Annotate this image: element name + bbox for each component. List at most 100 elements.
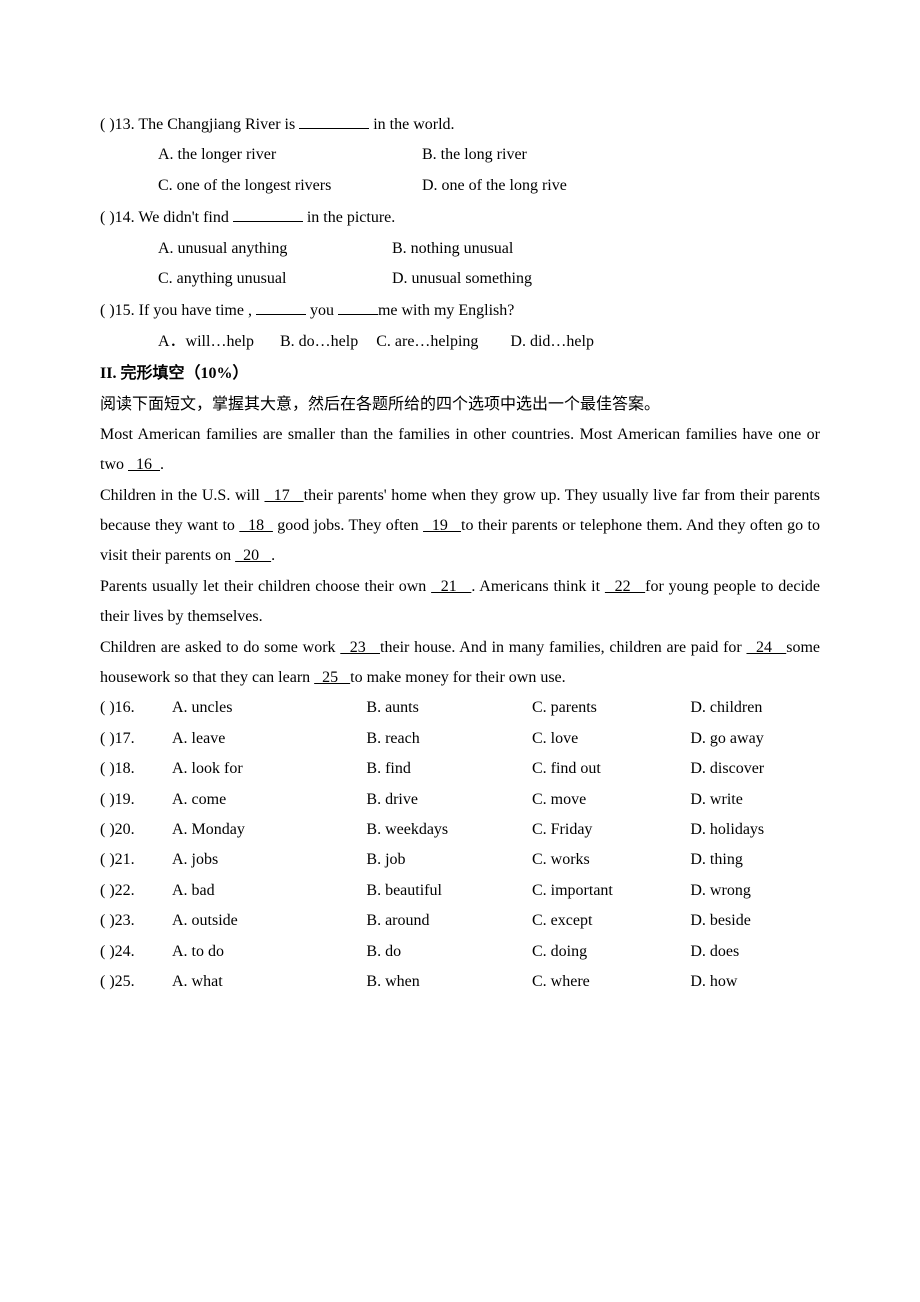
cloze-paragraph-2: Children in the U.S. will 17 their paren… <box>100 481 820 572</box>
q14-stem-prefix: ( )14. We didn't find <box>100 209 233 226</box>
q15-opt-b: B. do…help <box>280 327 358 357</box>
q14-opt-a: A. unusual anything <box>158 234 388 264</box>
q13-stem-suffix: in the world. <box>369 116 454 133</box>
q15-stem-prefix: ( )15. If you have time , <box>100 302 256 319</box>
cloze-opt-a: A. come <box>172 785 366 815</box>
cloze-opt-d: D. go away <box>690 724 820 754</box>
cloze-paragraph-3: Parents usually let their children choos… <box>100 572 820 633</box>
blank <box>233 205 303 222</box>
cloze-opt-d: D. thing <box>690 845 820 875</box>
cloze-opt-c: C. important <box>532 876 690 906</box>
blank-20: 20 <box>235 547 271 564</box>
q13-stem-prefix: ( )13. The Changjiang River is <box>100 116 299 133</box>
p4d: to make money for their own use. <box>350 669 566 686</box>
cloze-opt-a: A. leave <box>172 724 366 754</box>
table-row: ( )19. A. come B. drive C. move D. write <box>100 785 820 815</box>
cloze-opt-c: C. Friday <box>532 815 690 845</box>
q14-opt-b: B. nothing unusual <box>392 234 513 264</box>
cloze-num: ( )18. <box>100 754 172 784</box>
cloze-opt-b: B. around <box>366 906 532 936</box>
question-14-options-row2: C. anything unusual D. unusual something <box>100 264 820 294</box>
question-13: ( )13. The Changjiang River is in the wo… <box>100 110 820 201</box>
cloze-opt-b: B. do <box>366 937 532 967</box>
blank <box>299 112 369 129</box>
question-13-stem: ( )13. The Changjiang River is in the wo… <box>100 110 820 140</box>
cloze-opt-c: C. find out <box>532 754 690 784</box>
cloze-opt-c: C. where <box>532 967 690 997</box>
cloze-opt-b: B. aunts <box>366 693 532 723</box>
q13-opt-c: C. one of the longest rivers <box>158 171 418 201</box>
q15-stem-suffix: me with my English? <box>378 302 514 319</box>
q15-opt-a: A．will…help <box>158 327 254 357</box>
blank-18: 18 <box>239 517 273 534</box>
cloze-opt-d: D. does <box>690 937 820 967</box>
cloze-opt-c: C. parents <box>532 693 690 723</box>
cloze-opt-b: B. job <box>366 845 532 875</box>
cloze-opt-a: A. bad <box>172 876 366 906</box>
p2e: . <box>271 547 275 564</box>
table-row: ( )21. A. jobs B. job C. works D. thing <box>100 845 820 875</box>
blank-25: 25 <box>314 669 350 686</box>
table-row: ( )16. A. uncles B. aunts C. parents D. … <box>100 693 820 723</box>
cloze-num: ( )25. <box>100 967 172 997</box>
question-15-options: A．will…help B. do…help C. are…helping D.… <box>100 327 820 357</box>
table-row: ( )23. A. outside B. around C. except D.… <box>100 906 820 936</box>
cloze-opt-d: D. write <box>690 785 820 815</box>
q13-opt-d: D. one of the long rive <box>422 171 567 201</box>
blank <box>338 298 378 315</box>
q14-stem-suffix: in the picture. <box>303 209 395 226</box>
question-14-options-row1: A. unusual anything B. nothing unusual <box>100 234 820 264</box>
p2a: Children in the U.S. will <box>100 487 264 504</box>
cloze-opt-a: A. to do <box>172 937 366 967</box>
p3b: . Americans think it <box>471 578 605 595</box>
blank-17: 17 <box>264 487 303 504</box>
q15-stem-mid: you <box>306 302 338 319</box>
cloze-opt-b: B. reach <box>366 724 532 754</box>
q15-opt-c: C. are…helping <box>376 327 478 357</box>
table-row: ( )20. A. Monday B. weekdays C. Friday D… <box>100 815 820 845</box>
p1b: . <box>160 456 164 473</box>
question-15: ( )15. If you have time , you me with my… <box>100 296 820 357</box>
cloze-opt-a: A. what <box>172 967 366 997</box>
cloze-paragraph-4: Children are asked to do some work 23 th… <box>100 633 820 694</box>
cloze-opt-a: A. uncles <box>172 693 366 723</box>
cloze-opt-c: C. works <box>532 845 690 875</box>
table-row: ( )18. A. look for B. find C. find out D… <box>100 754 820 784</box>
cloze-num: ( )17. <box>100 724 172 754</box>
blank-22: 22 <box>605 578 645 595</box>
cloze-opt-d: D. holidays <box>690 815 820 845</box>
cloze-opt-d: D. beside <box>690 906 820 936</box>
cloze-opt-d: D. discover <box>690 754 820 784</box>
cloze-options-table: ( )16. A. uncles B. aunts C. parents D. … <box>100 693 820 997</box>
document-page: ( )13. The Changjiang River is in the wo… <box>0 0 920 1077</box>
cloze-opt-d: D. wrong <box>690 876 820 906</box>
cloze-num: ( )24. <box>100 937 172 967</box>
q14-opt-c: C. anything unusual <box>158 264 388 294</box>
cloze-opt-a: A. jobs <box>172 845 366 875</box>
cloze-num: ( )19. <box>100 785 172 815</box>
q15-opt-d: D. did…help <box>510 327 594 357</box>
question-14-stem: ( )14. We didn't find in the picture. <box>100 203 820 233</box>
blank-23: 23 <box>340 639 380 656</box>
question-13-options-row2: C. one of the longest rivers D. one of t… <box>100 171 820 201</box>
cloze-num: ( )23. <box>100 906 172 936</box>
table-row: ( )24. A. to do B. do C. doing D. does <box>100 937 820 967</box>
p4b: their house. And in many families, child… <box>380 639 746 656</box>
cloze-opt-a: A. look for <box>172 754 366 784</box>
p3a: Parents usually let their children choos… <box>100 578 431 595</box>
cloze-opt-c: C. doing <box>532 937 690 967</box>
p4a: Children are asked to do some work <box>100 639 340 656</box>
cloze-num: ( )16. <box>100 693 172 723</box>
table-row: ( )25. A. what B. when C. where D. how <box>100 967 820 997</box>
question-14: ( )14. We didn't find in the picture. A.… <box>100 203 820 294</box>
blank-16: 16 <box>128 456 160 473</box>
cloze-opt-c: C. move <box>532 785 690 815</box>
q14-opt-d: D. unusual something <box>392 264 532 294</box>
p1a: Most American families are smaller than … <box>100 426 820 473</box>
cloze-opt-b: B. beautiful <box>366 876 532 906</box>
cloze-num: ( )21. <box>100 845 172 875</box>
cloze-tbody: ( )16. A. uncles B. aunts C. parents D. … <box>100 693 820 997</box>
q13-opt-b: B. the long river <box>422 140 527 170</box>
blank-19: 19 <box>423 517 461 534</box>
cloze-paragraph-1: Most American families are smaller than … <box>100 420 820 481</box>
